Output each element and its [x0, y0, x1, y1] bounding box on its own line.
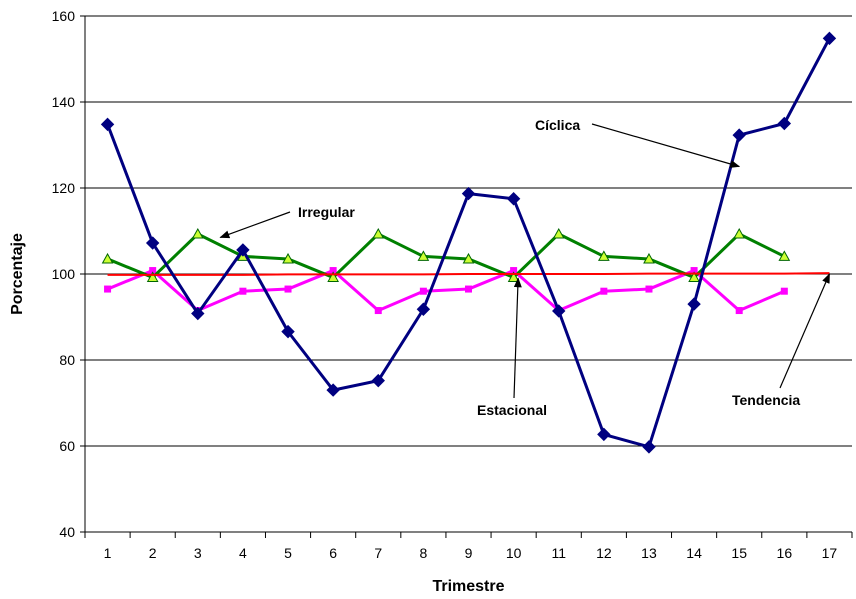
x-tick-label: 1	[104, 545, 112, 561]
data-point	[371, 373, 385, 388]
data-point	[732, 128, 746, 142]
annotation-arrow-tendencia	[779, 273, 830, 389]
data-point	[778, 250, 791, 261]
data-point	[149, 267, 157, 275]
data-point	[416, 302, 431, 316]
data-point	[281, 324, 295, 339]
data-point	[597, 427, 611, 442]
x-tick-label: 15	[731, 545, 747, 561]
data-point	[690, 267, 698, 275]
x-tick-label: 11	[551, 545, 566, 561]
data-point	[735, 307, 743, 315]
data-point	[506, 192, 521, 206]
data-point	[780, 287, 788, 295]
annotation-arrow-irregular	[219, 211, 291, 239]
data-point	[326, 383, 340, 397]
x-tick-label: 4	[239, 545, 247, 561]
data-point	[822, 31, 837, 46]
x-tick-label: 2	[149, 545, 157, 561]
data-point	[145, 236, 160, 250]
series-line-tendencia	[107, 272, 830, 276]
x-tick-label: 7	[374, 545, 382, 561]
gridlines	[85, 15, 852, 447]
series-ciclica	[100, 31, 837, 454]
annotation-tendencia: Tendencia	[732, 392, 800, 408]
data-point	[417, 250, 430, 261]
data-point	[372, 227, 385, 239]
x-tick-label: 10	[506, 545, 522, 561]
x-axis-title: Trimestre	[432, 578, 504, 595]
series-group	[100, 31, 837, 454]
x-tick-label: 16	[777, 545, 793, 561]
annotation-estacional: Estacional	[477, 402, 547, 418]
x-tick-label: 9	[465, 545, 473, 561]
data-point	[100, 117, 115, 132]
y-tick-label: 60	[59, 438, 75, 454]
data-point	[236, 243, 250, 257]
annotation-irregular: Irregular	[298, 204, 355, 220]
annotation-arrow-ciclica	[591, 123, 741, 168]
data-point	[101, 252, 114, 264]
data-point	[282, 252, 294, 264]
series-line-irregular	[106, 232, 785, 279]
data-point	[733, 227, 746, 239]
series-irregular	[101, 227, 791, 282]
x-tick-label: 13	[641, 545, 657, 561]
data-point	[461, 186, 476, 201]
data-point	[643, 252, 655, 264]
data-point	[146, 271, 159, 282]
series-tendencia	[107, 272, 830, 276]
data-point	[510, 267, 518, 275]
y-tick-label: 80	[59, 352, 75, 368]
data-point	[642, 440, 656, 454]
data-point	[645, 285, 653, 293]
data-point	[191, 306, 205, 321]
x-tick-label: 3	[194, 545, 202, 561]
x-tick-label: 17	[822, 545, 838, 561]
y-axis-title: Porcentaje	[9, 233, 26, 315]
y-tick-label: 100	[52, 266, 76, 282]
y-tick-label: 140	[52, 94, 76, 110]
y-tick-label: 40	[59, 524, 75, 540]
data-point	[329, 267, 337, 275]
x-tick-label: 14	[686, 545, 702, 561]
annotation-arrow-estacional	[513, 277, 522, 399]
y-tick-label: 160	[52, 8, 76, 24]
data-point	[374, 307, 382, 315]
data-point	[777, 116, 792, 131]
data-point	[552, 304, 566, 318]
data-point	[239, 287, 247, 295]
data-point	[552, 227, 565, 239]
x-tick-label: 8	[419, 545, 427, 561]
x-tick-label: 5	[284, 545, 292, 561]
data-point	[600, 287, 608, 295]
x-tick-label: 6	[329, 545, 337, 561]
data-point	[327, 271, 339, 282]
y-tick-label: 120	[52, 180, 76, 196]
data-point	[462, 252, 475, 264]
annotations: Cíclica Irregular Estacional Tendencia	[219, 117, 830, 418]
data-point	[687, 297, 701, 311]
annotation-ciclica: Cíclica	[535, 117, 580, 133]
data-point	[191, 227, 204, 239]
data-point	[688, 271, 700, 282]
series-line-estacional	[106, 269, 785, 313]
data-point	[598, 250, 610, 261]
x-tick-label: 12	[596, 545, 612, 561]
data-point	[465, 285, 472, 293]
data-point	[419, 287, 427, 295]
data-point	[104, 285, 112, 293]
data-point	[284, 285, 292, 293]
